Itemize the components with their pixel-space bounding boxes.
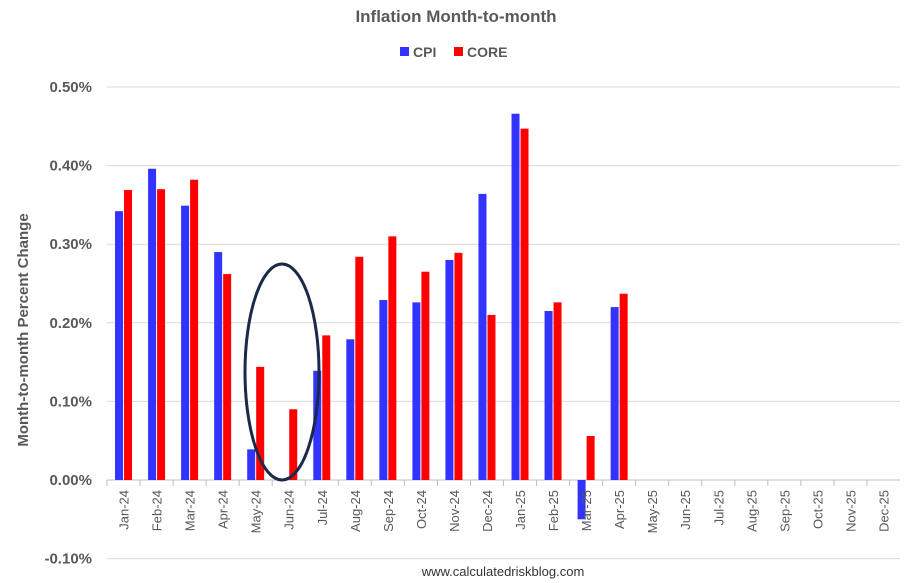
x-tick-label: Nov-25 xyxy=(843,490,858,532)
y-tick-label: 0.00% xyxy=(49,472,92,489)
legend-label-core: CORE xyxy=(467,44,507,60)
y-tick-label: 0.40% xyxy=(49,158,92,175)
x-tick-label: Jan-24 xyxy=(117,490,132,530)
bar-cpi-May-24 xyxy=(247,449,256,480)
footer-source: www.calculatedriskblog.com xyxy=(421,564,585,579)
bar-cpi-Mar-24 xyxy=(181,205,190,480)
bar-core-Nov-24 xyxy=(454,252,463,480)
x-tick-label: Aug-24 xyxy=(348,490,363,532)
bar-cpi-Apr-24 xyxy=(214,252,223,480)
bar-core-Dec-24 xyxy=(487,314,496,480)
bar-cpi-Jan-24 xyxy=(115,211,124,481)
legend-swatch-cpi xyxy=(400,47,409,56)
x-tick-label: Jun-24 xyxy=(282,490,297,530)
legend-label-cpi: CPI xyxy=(413,44,436,60)
x-tick-label: Jul-25 xyxy=(711,490,726,525)
x-tick-label: Feb-25 xyxy=(546,490,561,531)
bar-core-Jan-25 xyxy=(520,128,529,480)
bar-core-Mar-24 xyxy=(190,179,199,481)
bar-cpi-Apr-25 xyxy=(610,307,619,480)
bar-cpi-Jul-24 xyxy=(313,370,322,480)
x-tick-label: Sep-24 xyxy=(381,490,396,532)
x-tick-label: May-24 xyxy=(249,490,264,533)
bar-core-Sep-24 xyxy=(388,236,397,480)
bar-cpi-Jan-25 xyxy=(511,113,520,480)
y-tick-label: 0.20% xyxy=(49,315,92,332)
bar-cpi-Aug-24 xyxy=(346,339,355,480)
x-tick-label: Apr-25 xyxy=(612,490,627,529)
annotation-ellipse xyxy=(243,262,321,482)
bar-cpi-Nov-24 xyxy=(445,259,454,480)
chart-title: Inflation Month-to-month xyxy=(355,7,556,26)
x-tick-label: Oct-24 xyxy=(414,490,429,529)
x-tick-label: Nov-24 xyxy=(447,490,462,532)
x-tick-label: Jul-24 xyxy=(315,490,330,525)
x-tick-label: Jan-25 xyxy=(513,490,528,530)
bar-cpi-Oct-24 xyxy=(412,302,421,480)
bar-core-Jul-24 xyxy=(322,335,331,480)
y-tick-label: 0.10% xyxy=(49,393,92,410)
bar-core-Jun-24 xyxy=(289,409,298,480)
bar-core-Aug-24 xyxy=(355,256,364,480)
x-tick-label: Apr-24 xyxy=(216,490,231,529)
x-tick-label: Oct-25 xyxy=(810,490,825,529)
x-tick-label: Sep-25 xyxy=(777,490,792,532)
bar-core-Mar-25 xyxy=(586,435,595,480)
bar-core-Oct-24 xyxy=(421,271,430,480)
x-tick-label: Dec-25 xyxy=(876,490,891,532)
bar-core-Apr-24 xyxy=(223,274,232,480)
bar-core-Feb-24 xyxy=(157,189,166,480)
legend-swatch-core xyxy=(454,47,463,56)
x-tick-label: Mar-25 xyxy=(579,490,594,531)
bar-cpi-Dec-24 xyxy=(478,193,487,480)
bar-core-Apr-25 xyxy=(619,293,628,480)
x-tick-label: May-25 xyxy=(645,490,660,533)
x-tick-label: Dec-24 xyxy=(480,490,495,532)
bar-core-Feb-25 xyxy=(553,302,562,480)
legend: CPI CORE xyxy=(400,44,507,60)
y-axis-label: Month-to-month Percent Change xyxy=(15,213,32,446)
bar-cpi-Feb-25 xyxy=(544,311,553,480)
x-tick-label: Feb-24 xyxy=(150,490,165,531)
x-tick-label: Mar-24 xyxy=(183,490,198,531)
bar-core-May-24 xyxy=(256,366,265,480)
bar-cpi-Sep-24 xyxy=(379,300,388,480)
y-tick-label: -0.10% xyxy=(44,551,92,568)
x-tick-label: Jun-25 xyxy=(678,490,693,530)
y-tick-label: 0.50% xyxy=(49,79,92,96)
y-tick-label: 0.30% xyxy=(49,236,92,253)
bar-core-Jan-24 xyxy=(124,189,133,480)
bar-cpi-Mar-25 xyxy=(577,480,586,520)
bar-cpi-Feb-24 xyxy=(148,168,157,480)
x-tick-label: Aug-25 xyxy=(744,490,759,532)
